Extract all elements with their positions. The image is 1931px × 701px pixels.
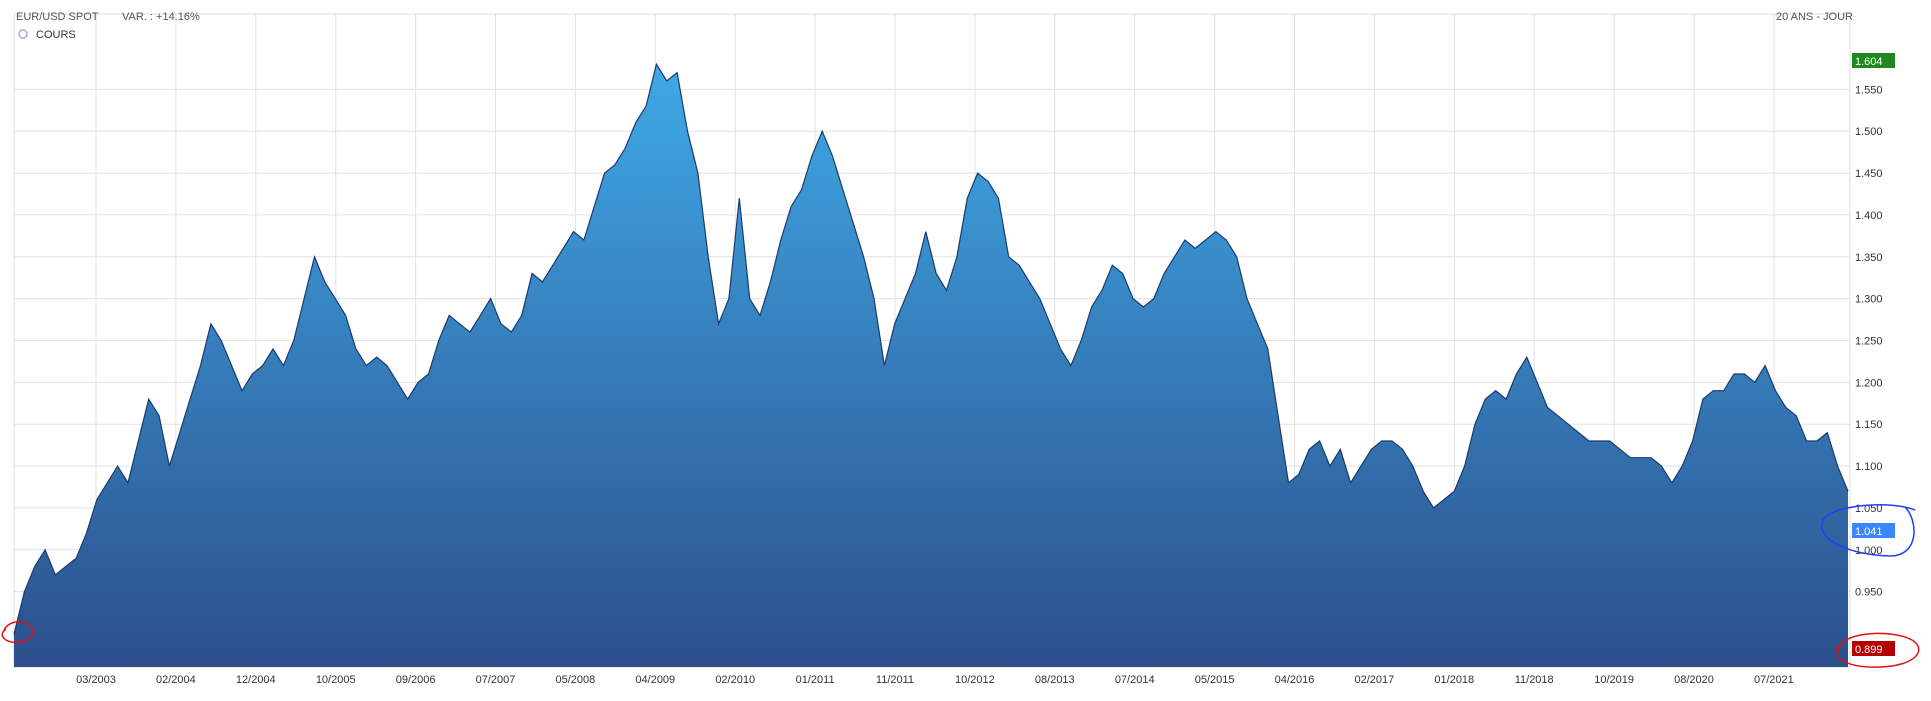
x-tick-label: 10/2012 (955, 674, 995, 686)
high-badge: 1.604 (1852, 53, 1895, 68)
y-tick-label: 1.300 (1855, 294, 1883, 306)
x-tick-label: 09/2006 (396, 674, 436, 686)
current-badge: 1.041 (1852, 523, 1895, 538)
x-tick-label: 02/2004 (156, 674, 196, 686)
y-axis: 0.9501.0001.0501.1001.1501.2001.2501.300… (1855, 84, 1883, 598)
x-tick-label: 04/2016 (1275, 674, 1315, 686)
x-tick-label: 01/2018 (1434, 674, 1474, 686)
low-badge-annotation (1836, 632, 1920, 668)
x-tick-label: 02/2017 (1355, 674, 1395, 686)
x-axis: 03/2003 02/2004 12/2004 10/2005 09/2006 07/20… (76, 674, 1794, 686)
x-tick-label: 07/2007 (476, 674, 516, 686)
x-tick-label: 07/2021 (1754, 674, 1794, 686)
x-tick-label: 11/2018 (1515, 674, 1554, 686)
current-value: 1.041 (1855, 526, 1883, 538)
x-tick-label: 07/2014 (1115, 674, 1155, 686)
gear-icon (18, 29, 28, 39)
x-tick-label: 05/2015 (1195, 674, 1235, 686)
y-tick-label: 1.550 (1855, 84, 1883, 96)
x-tick-label: 08/2020 (1674, 674, 1714, 686)
x-tick-label: 12/2004 (236, 674, 276, 686)
y-tick-label: 1.100 (1855, 461, 1883, 473)
y-tick-label: 1.450 (1855, 168, 1883, 180)
y-tick-label: 1.150 (1855, 419, 1883, 431)
instrument-name: EUR/USD SPOT (16, 11, 99, 23)
high-value: 1.604 (1855, 56, 1883, 68)
series-label: COURS (18, 29, 76, 41)
y-tick-label: 1.200 (1855, 377, 1883, 389)
y-tick-label: 1.000 (1855, 545, 1883, 557)
x-tick-label: 10/2019 (1594, 674, 1634, 686)
x-tick-label: 05/2008 (556, 674, 596, 686)
series-area (14, 64, 1848, 667)
y-tick-label: 1.400 (1855, 210, 1883, 222)
variation-value: VAR. : +14.16% (122, 11, 200, 23)
y-tick-label: 1.350 (1855, 252, 1883, 264)
x-tick-label: 03/2003 (76, 674, 116, 686)
y-tick-label: 1.500 (1855, 126, 1883, 138)
low-annotation-circle (1, 621, 34, 644)
period-label: 20 ANS - JOUR (1776, 11, 1853, 23)
x-tick-label: 08/2013 (1035, 674, 1075, 686)
x-tick-label: 01/2011 (796, 674, 835, 686)
x-tick-label: 04/2009 (635, 674, 675, 686)
current-badge-annotation (1821, 504, 1916, 557)
x-tick-label: 10/2005 (316, 674, 356, 686)
series-line (13, 62, 1849, 635)
y-tick-label: 1.250 (1855, 336, 1883, 348)
low-value: 0.899 (1855, 644, 1883, 656)
low-badge: 0.899 (1852, 641, 1895, 656)
y-tick-label: 0.950 (1855, 587, 1883, 599)
series-label-text: COURS (36, 29, 76, 41)
x-tick-label: 02/2010 (715, 674, 755, 686)
x-tick-label: 11/2011 (876, 674, 914, 686)
